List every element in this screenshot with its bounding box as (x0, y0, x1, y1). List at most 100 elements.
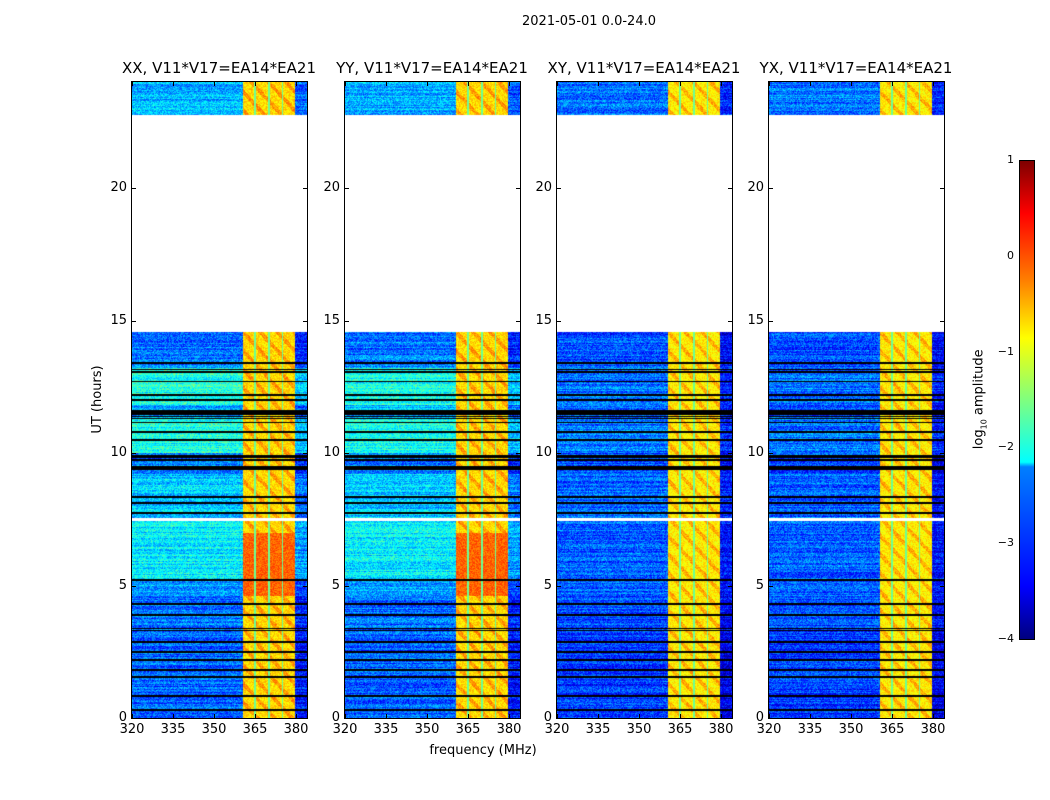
x-tick-label: 365 (242, 722, 268, 737)
heatmap-panel-xy (556, 81, 733, 719)
x-tick-label: 380 (496, 722, 522, 737)
x-tick-mark (769, 714, 770, 718)
x-tick-mark (173, 714, 175, 718)
x-tick-mark (509, 82, 511, 86)
panel-title: XY, V11*V17=EA14*EA21 (547, 59, 741, 77)
y-tick-label: 10 (535, 445, 552, 460)
y-tick-label: 10 (747, 445, 764, 460)
y-tick-label: 5 (331, 577, 340, 593)
x-tick-mark (810, 82, 812, 86)
y-tick-mark (769, 585, 773, 587)
heatmap-image (557, 82, 732, 718)
x-tick-mark (427, 82, 429, 86)
heatmap-panel-yy (344, 81, 521, 719)
y-tick-mark (940, 188, 944, 189)
x-tick-mark (468, 82, 470, 86)
x-tick-label: 365 (455, 722, 481, 737)
y-tick-mark (132, 585, 136, 587)
x-tick-mark (680, 82, 682, 86)
y-tick-mark (557, 453, 561, 454)
y-tick-mark (132, 453, 136, 454)
y-tick-label: 15 (323, 312, 340, 328)
y-tick-mark (516, 453, 520, 454)
x-tick-mark (345, 82, 346, 86)
y-tick-mark (728, 320, 732, 322)
y-tick-mark (728, 585, 732, 587)
y-tick-mark (303, 718, 307, 719)
y-tick-label: 10 (323, 445, 340, 460)
x-tick-label: 320 (756, 722, 782, 737)
heatmap-image (132, 82, 307, 718)
y-tick-label: 15 (747, 312, 764, 328)
x-tick-mark (386, 714, 388, 718)
y-tick-mark (557, 188, 561, 189)
x-tick-mark (296, 714, 298, 718)
y-tick-mark (516, 320, 520, 322)
colorbar-tick-label: −2 (997, 440, 1014, 454)
x-tick-mark (214, 82, 216, 86)
y-tick-label: 15 (535, 312, 552, 328)
y-tick-label: 0 (755, 710, 764, 725)
heatmap-panel-xx (131, 81, 308, 719)
x-tick-label: 350 (626, 722, 652, 737)
y-tick-mark (345, 453, 349, 454)
panel-title: XX, V11*V17=EA14*EA21 (121, 59, 316, 77)
y-tick-label: 5 (118, 577, 127, 593)
y-tick-label: 0 (543, 710, 552, 725)
colorbar-tick-label: −1 (997, 344, 1014, 358)
x-tick-mark (296, 82, 298, 86)
y-tick-mark (132, 718, 136, 719)
y-tick-mark (557, 585, 561, 587)
y-tick-mark (303, 585, 307, 587)
x-tick-mark (598, 714, 600, 718)
x-tick-label: 320 (544, 722, 570, 737)
heatmap-image (769, 82, 944, 718)
y-tick-mark (940, 585, 944, 587)
x-tick-mark (214, 714, 216, 718)
y-tick-label: 5 (543, 577, 552, 593)
y-tick-mark (303, 320, 307, 322)
y-tick-label: 20 (535, 180, 552, 195)
x-tick-mark (557, 82, 558, 86)
y-axis-label: UT (hours) (90, 365, 105, 434)
y-tick-mark (516, 585, 520, 587)
y-tick-mark (769, 453, 773, 454)
x-tick-mark (132, 714, 133, 718)
x-tick-mark (386, 82, 388, 86)
x-tick-mark (557, 714, 558, 718)
x-tick-mark (639, 714, 641, 718)
y-tick-label: 5 (755, 577, 764, 593)
y-tick-mark (769, 718, 773, 719)
x-tick-mark (255, 82, 257, 86)
y-tick-label: 20 (110, 180, 127, 195)
colorbar (1019, 160, 1035, 640)
colorbar-label: log10 amplitude (972, 339, 989, 459)
figure-title: 2021-05-01 0.0-24.0 (522, 14, 656, 29)
y-tick-label: 10 (110, 445, 127, 460)
y-tick-mark (940, 718, 944, 719)
panel-title: YY, V11*V17=EA14*EA21 (336, 59, 528, 77)
x-tick-label: 320 (332, 722, 358, 737)
x-tick-label: 335 (585, 722, 611, 737)
x-tick-mark (598, 82, 600, 86)
y-tick-mark (345, 585, 349, 587)
y-tick-mark (345, 718, 349, 719)
x-tick-label: 335 (373, 722, 399, 737)
x-tick-mark (721, 714, 723, 718)
x-tick-mark (892, 82, 894, 86)
colorbar-tick-label: 1 (1007, 153, 1014, 166)
heatmap-panel-yx (768, 81, 945, 719)
y-tick-mark (516, 188, 520, 189)
y-tick-label: 20 (323, 180, 340, 195)
colorbar-label-main: log (971, 429, 987, 450)
y-tick-mark (303, 453, 307, 454)
y-tick-label: 0 (118, 710, 127, 725)
x-tick-mark (810, 714, 812, 718)
x-tick-mark (509, 714, 511, 718)
y-tick-mark (132, 188, 136, 189)
colorbar-label-sub: 10 (979, 419, 989, 430)
colorbar-tick-label: 0 (1007, 248, 1014, 262)
x-tick-mark (933, 714, 935, 718)
x-tick-label: 350 (201, 722, 227, 737)
x-tick-mark (933, 82, 935, 86)
